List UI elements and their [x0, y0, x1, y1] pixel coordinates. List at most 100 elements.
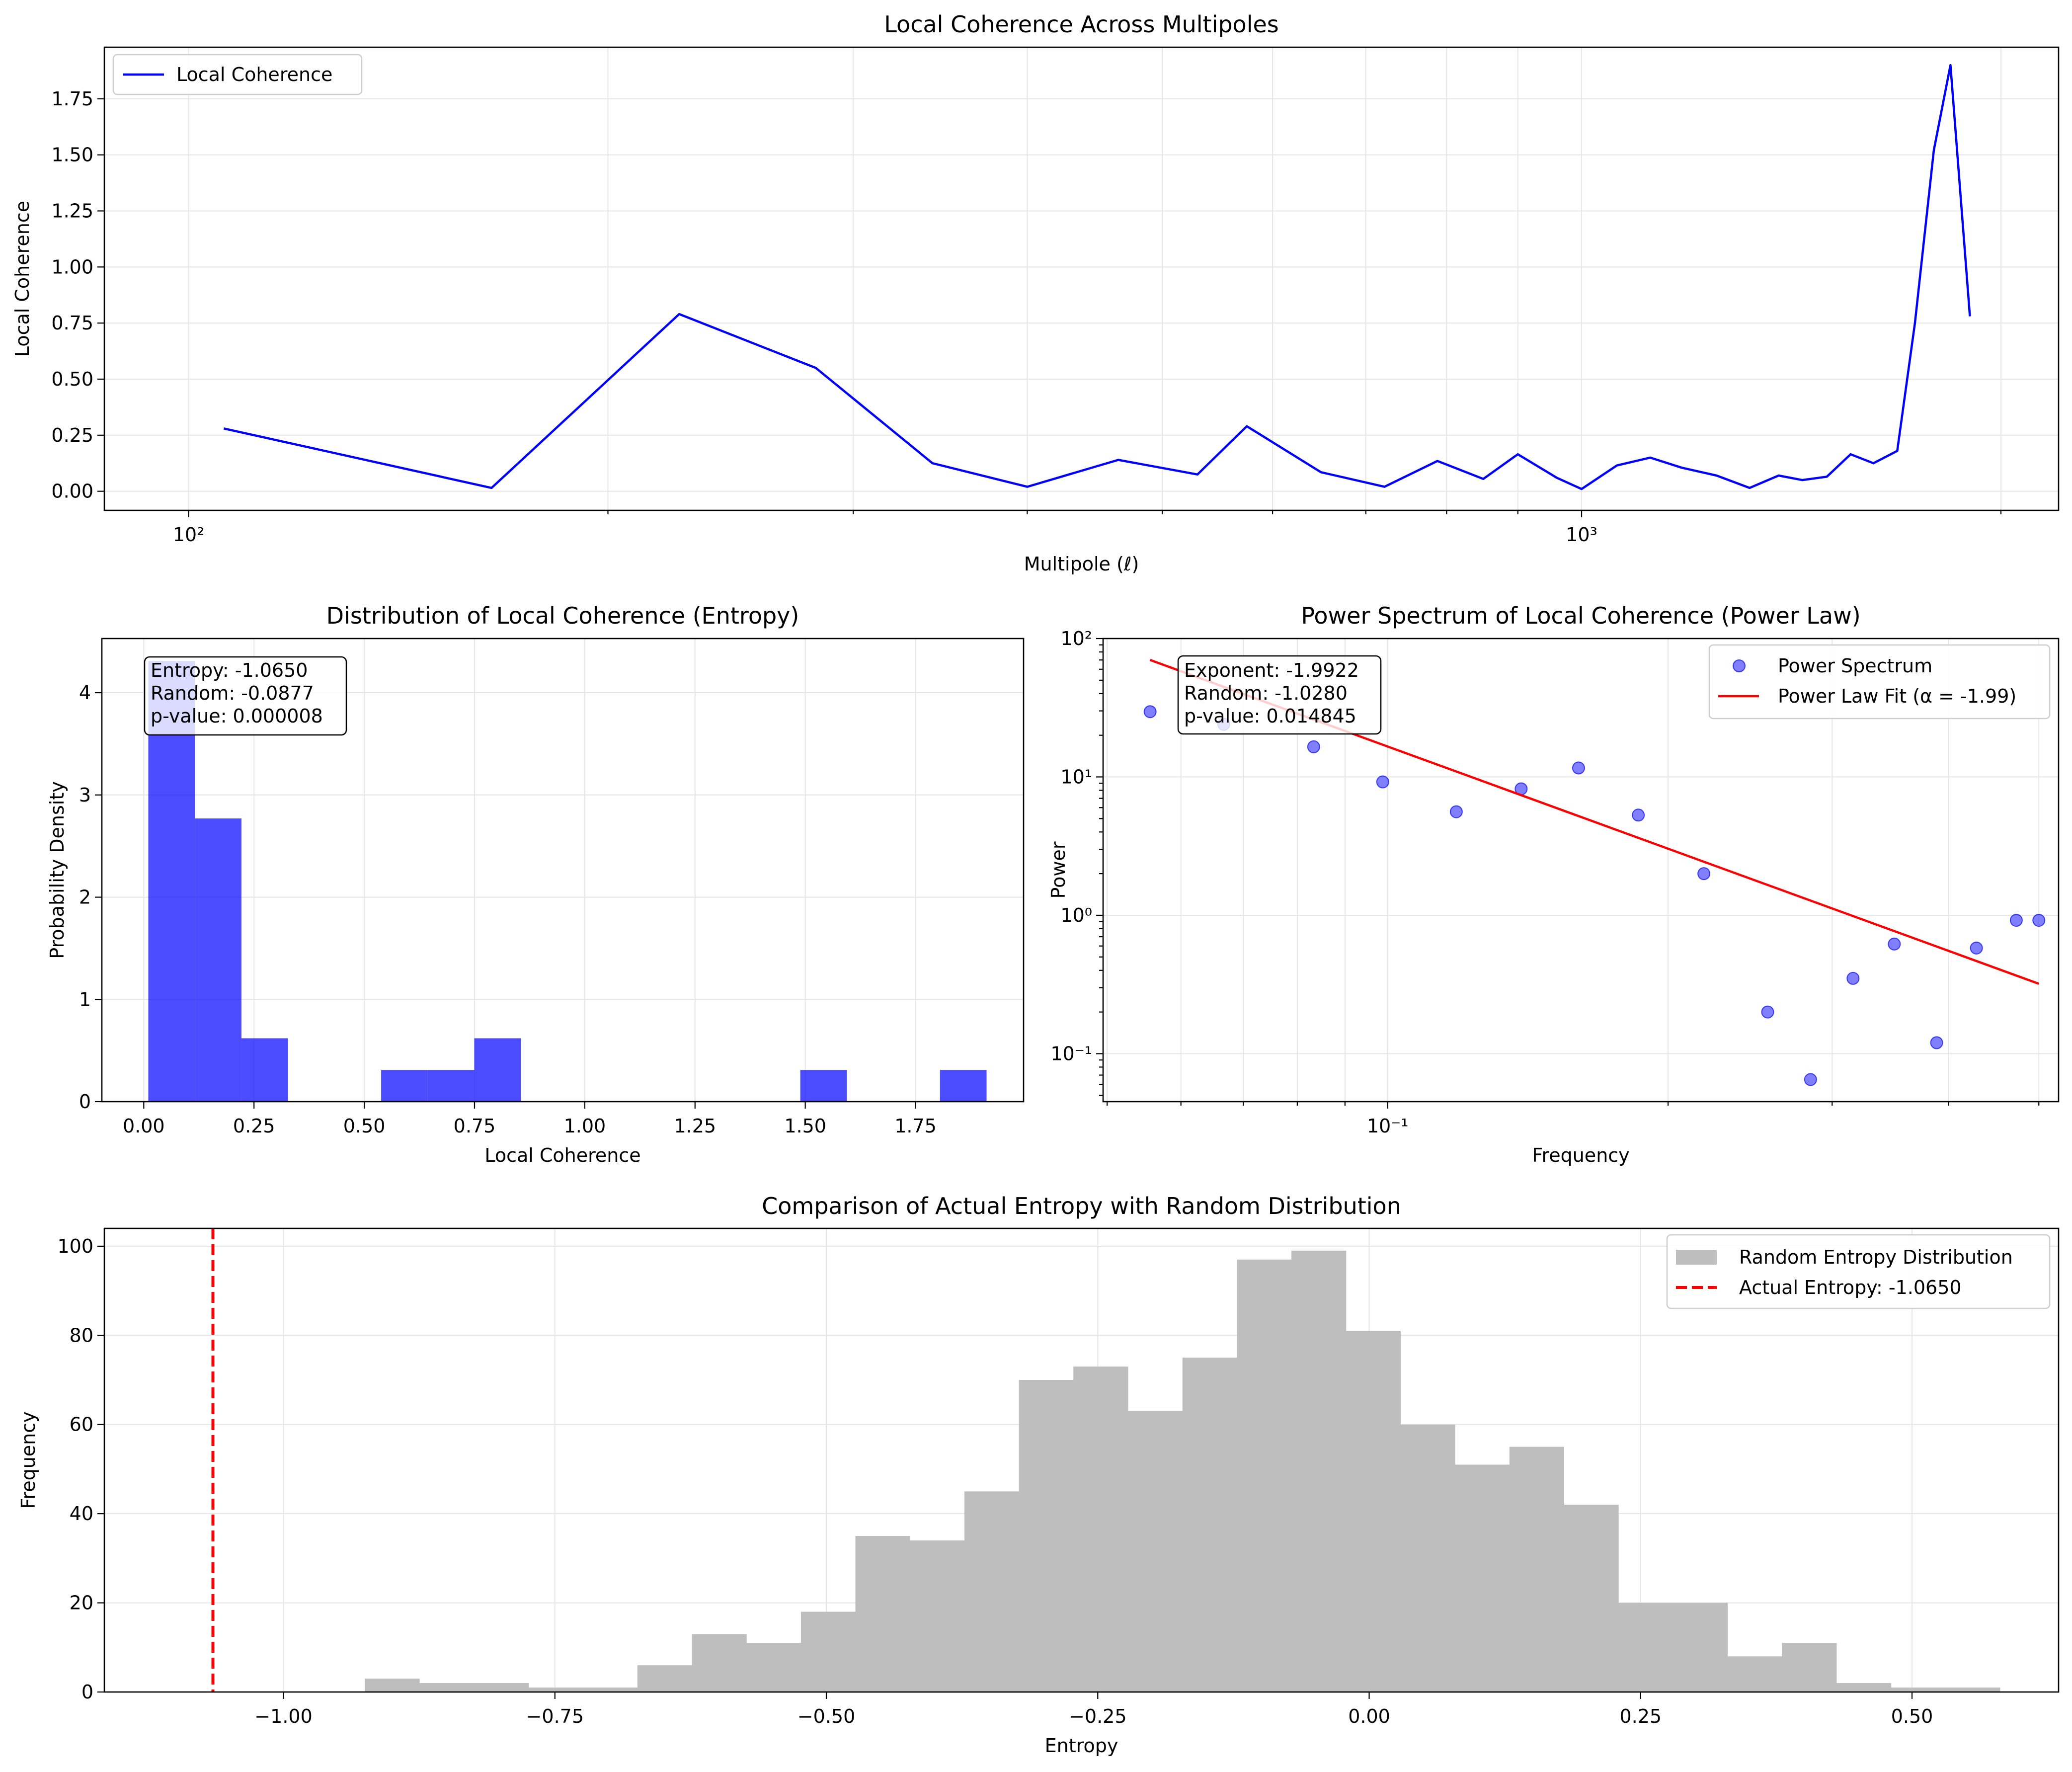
y-tick-label: 2: [79, 886, 91, 908]
histogram-bar: [1836, 1683, 1892, 1692]
x-tick-label: 1.25: [674, 1115, 716, 1137]
x-tick-label: −0.75: [526, 1705, 584, 1727]
data-point: [1930, 1036, 1943, 1049]
histogram-bar: [746, 1643, 801, 1692]
histogram-bar: [1782, 1643, 1837, 1692]
legend-box: [112, 54, 363, 95]
y-tick-label: 10⁻¹: [1050, 1043, 1092, 1064]
data-point: [1970, 941, 1983, 955]
x-tick-label: 1.50: [784, 1115, 826, 1137]
histogram-bar: [1237, 1259, 1292, 1692]
x-tick-label: 10³: [1566, 524, 1597, 546]
histogram-bar: [1564, 1505, 1619, 1692]
histogram-bar: [1073, 1367, 1128, 1692]
annotation-box: [1177, 655, 1382, 735]
histogram-bar: [1346, 1331, 1401, 1692]
y-axis-label: Probability Density: [46, 781, 68, 959]
y-tick-label: 1: [79, 988, 91, 1010]
y-tick-label: 1.75: [51, 88, 93, 110]
histogram-bar: [474, 1683, 529, 1692]
annotation-text: Entropy: -1.0650: [151, 659, 308, 681]
histogram-bar: [583, 1688, 638, 1692]
histogram-bar: [427, 1070, 475, 1102]
y-tick-label: 1.50: [51, 144, 93, 166]
y-tick-label: 10¹: [1060, 766, 1092, 788]
y-tick-label: 1.25: [51, 200, 93, 222]
histogram-bar: [1727, 1656, 1782, 1692]
y-tick-label: 0: [81, 1681, 93, 1703]
legend-label: Power Law Fit (α = -1.99): [1778, 685, 2016, 707]
series-line-local-coherence: [224, 64, 1971, 490]
plot-frame: [101, 638, 1025, 1103]
histogram-bar: [1455, 1464, 1510, 1692]
y-tick-label: 20: [70, 1592, 93, 1614]
plot-frame: [1102, 638, 2060, 1103]
histogram-bar: [1891, 1688, 1946, 1692]
y-tick-label: 3: [79, 784, 91, 806]
y-tick-label: 10⁰: [1060, 904, 1092, 926]
histogram-bar: [800, 1070, 847, 1102]
histogram-bar: [241, 1038, 288, 1102]
histogram-bar: [1673, 1603, 1728, 1692]
histogram-bar: [381, 1070, 428, 1102]
histogram-bar: [1618, 1603, 1674, 1692]
y-tick-label: 1.00: [51, 256, 93, 278]
x-axis-label: Entropy: [1045, 1735, 1118, 1757]
data-point: [1143, 705, 1157, 719]
histogram-bar: [1291, 1250, 1347, 1692]
legend-label: Random Entropy Distribution: [1739, 1246, 2013, 1268]
y-tick-label: 0.75: [51, 312, 93, 334]
x-tick-label: 10⁻¹: [1367, 1115, 1409, 1137]
histogram-bar: [692, 1634, 747, 1692]
y-tick-label: 40: [70, 1503, 93, 1525]
y-tick-label: 0: [79, 1091, 91, 1113]
legend-swatch: [1676, 1250, 1717, 1265]
y-axis-label: Power: [1047, 841, 1069, 898]
histogram-bar: [528, 1688, 583, 1692]
histogram-bar: [1128, 1411, 1183, 1692]
data-point: [1846, 971, 1860, 985]
annotation-text: Random: -0.0877: [151, 682, 314, 704]
x-tick-label: 0.50: [1891, 1705, 1933, 1727]
histogram-bar: [195, 818, 241, 1102]
y-tick-label: 100: [57, 1235, 93, 1257]
y-tick-label: 0.25: [51, 424, 93, 446]
data-point: [2009, 914, 2023, 927]
data-point: [1376, 775, 1389, 789]
x-tick-label: 10²: [173, 524, 205, 546]
y-tick-label: 0.00: [51, 481, 93, 502]
y-tick-label: 4: [79, 682, 91, 704]
x-tick-label: 0.00: [1348, 1705, 1390, 1727]
histogram-bar: [1400, 1424, 1455, 1692]
annotation-text: Random: -1.0280: [1184, 682, 1348, 704]
data-point: [1632, 808, 1645, 822]
x-tick-label: −1.00: [254, 1705, 312, 1727]
x-tick-label: −0.50: [797, 1705, 855, 1727]
legend-box: [1708, 644, 2051, 720]
y-tick-label: 10²: [1060, 628, 1092, 649]
x-tick-label: 1.00: [564, 1115, 606, 1137]
chart-title: Comparison of Actual Entropy with Random…: [762, 1193, 1401, 1219]
x-axis-label: Multipole (ℓ): [1024, 553, 1139, 575]
legend-label: Actual Entropy: -1.0650: [1739, 1277, 1962, 1298]
x-tick-label: 0.25: [233, 1115, 275, 1137]
histogram-bar: [800, 1611, 856, 1692]
histogram-bar: [1945, 1688, 2000, 1692]
annotation-box: [144, 656, 347, 736]
x-tick-label: 0.00: [123, 1115, 165, 1137]
x-tick-label: 0.75: [454, 1115, 496, 1137]
plot-frame: [103, 1227, 2060, 1693]
x-tick-label: 1.75: [894, 1115, 937, 1137]
y-tick-label: 0.50: [51, 368, 93, 390]
annotation-text: p-value: 0.000008: [151, 705, 323, 727]
legend-label: Power Spectrum: [1778, 655, 1932, 677]
y-tick-label: 60: [70, 1414, 93, 1436]
legend-swatch: [1733, 659, 1746, 672]
legend-label: Local Coherence: [176, 64, 332, 85]
histogram-bar: [1182, 1358, 1237, 1692]
x-tick-label: 0.50: [343, 1115, 386, 1137]
x-tick-label: −0.25: [1069, 1705, 1126, 1727]
histogram-bar: [910, 1540, 965, 1692]
data-point: [1804, 1073, 1817, 1086]
